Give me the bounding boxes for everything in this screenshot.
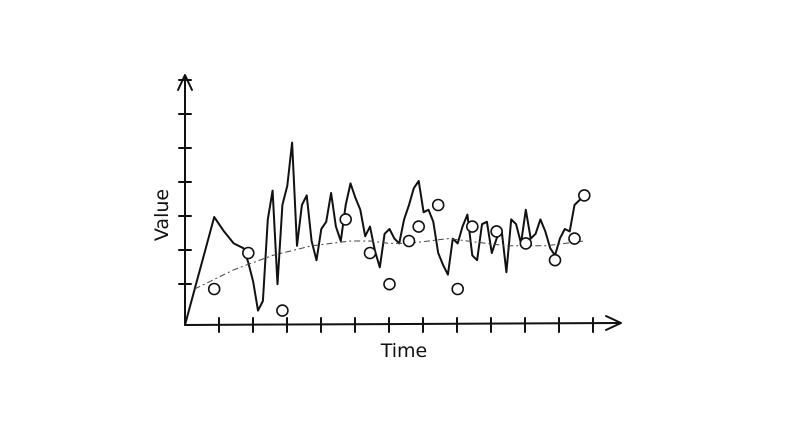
data-point-marker: [490, 225, 503, 238]
x-axis-label: Time: [380, 340, 428, 362]
data-point-marker: [548, 253, 562, 267]
data-point-marker: [339, 213, 353, 226]
data-point-marker: [519, 237, 533, 250]
y-axis-arrowhead: [177, 74, 193, 91]
x-axis-line: [184, 322, 621, 326]
data-point-marker: [383, 277, 396, 291]
data-point-marker: [207, 282, 221, 296]
data-point-marker: [465, 220, 479, 233]
data-point-marker: [363, 246, 377, 260]
x-ticks: [218, 317, 594, 333]
marker-layer: [207, 189, 591, 317]
data-point-marker: [412, 220, 426, 233]
x-axis-arrowhead: [605, 315, 622, 331]
series-line-dashed: [194, 238, 585, 290]
data-point-marker: [402, 234, 416, 248]
series-layer: [184, 141, 586, 326]
y-axis-label: Value: [151, 189, 173, 241]
y-ticks: [178, 79, 192, 285]
data-point-marker: [451, 282, 465, 296]
data-point-marker: [431, 198, 445, 212]
data-point-marker: [276, 304, 289, 317]
data-point-marker: [568, 232, 581, 245]
axes: [177, 74, 622, 331]
series-line-solid: [184, 141, 586, 326]
data-point-marker: [242, 246, 255, 260]
data-point-marker: [577, 189, 591, 202]
